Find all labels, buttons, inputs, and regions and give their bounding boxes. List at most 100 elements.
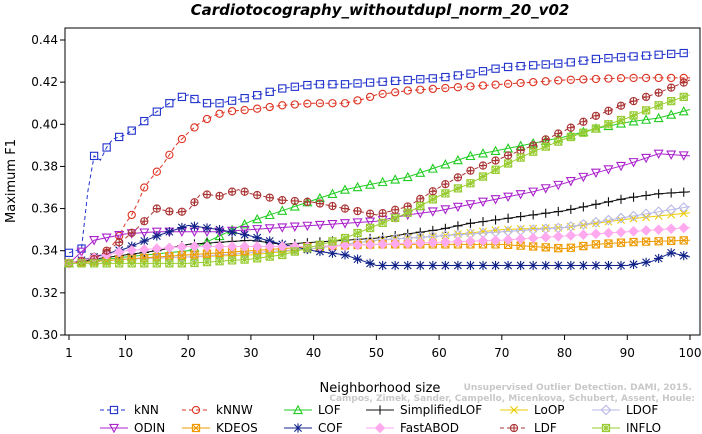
data-point xyxy=(264,209,275,220)
data-point xyxy=(529,242,538,251)
data-point xyxy=(678,105,689,116)
data-point xyxy=(490,215,501,225)
data-point xyxy=(240,187,249,196)
data-point xyxy=(176,241,188,253)
data-point xyxy=(278,84,287,93)
data-point xyxy=(667,83,676,92)
x-tick-label: 20 xyxy=(181,346,196,360)
data-point xyxy=(440,260,450,271)
data-point xyxy=(616,238,626,247)
legend-marker xyxy=(601,423,611,433)
legend: kNN kNNW LOF SimplifiedLOF LoOP LDOF ODIN KDEOS… xyxy=(100,403,661,434)
data-point xyxy=(365,179,376,189)
data-point xyxy=(214,225,225,235)
data-point xyxy=(667,73,676,83)
data-point xyxy=(190,250,199,259)
data-point xyxy=(428,187,437,196)
data-point xyxy=(641,73,651,83)
data-point xyxy=(615,161,627,172)
data-point xyxy=(653,112,664,123)
data-point xyxy=(215,109,224,118)
data-point xyxy=(528,210,538,220)
data-point xyxy=(302,221,313,232)
data-point xyxy=(603,197,614,207)
data-point xyxy=(391,213,400,222)
data-point xyxy=(278,101,287,110)
data-point xyxy=(378,218,387,228)
data-point xyxy=(126,244,138,256)
data-point xyxy=(541,260,551,271)
data-point xyxy=(152,107,161,116)
data-point xyxy=(529,61,538,70)
data-point xyxy=(465,260,476,271)
data-point xyxy=(603,227,614,239)
y-tick-label: 0.38 xyxy=(31,159,58,173)
data-point xyxy=(629,111,638,120)
legend-marker xyxy=(510,406,518,414)
legend-label: ODIN xyxy=(134,421,165,434)
data-point xyxy=(239,241,250,252)
data-point xyxy=(303,197,312,206)
data-point xyxy=(628,158,639,168)
data-point xyxy=(552,231,564,242)
data-point xyxy=(591,240,601,249)
data-point xyxy=(365,78,375,87)
data-point xyxy=(252,233,262,243)
series-line xyxy=(68,52,691,254)
legend-item-ldof: LDOF xyxy=(592,403,658,417)
data-point xyxy=(339,184,351,194)
data-point xyxy=(491,165,500,174)
data-point xyxy=(115,259,124,268)
legend-label: kNNW xyxy=(216,403,253,417)
data-point xyxy=(679,236,688,245)
data-point xyxy=(340,80,350,89)
x-axis: 1 10 20 30 40 50 60 70 80 90 100 xyxy=(65,335,701,360)
data-point xyxy=(477,235,489,247)
data-point xyxy=(566,58,575,67)
data-point xyxy=(427,207,438,217)
data-point xyxy=(339,240,351,251)
data-point xyxy=(327,248,338,258)
data-point xyxy=(490,260,501,271)
data-point xyxy=(678,202,690,213)
y-axis-label: Maximum F1 xyxy=(4,139,19,223)
legend-marker xyxy=(374,422,386,434)
data-point xyxy=(679,251,689,261)
legend-label: LOF xyxy=(318,403,341,417)
data-point xyxy=(490,145,501,155)
legend-marker xyxy=(109,405,119,415)
data-point xyxy=(527,232,539,244)
data-point xyxy=(665,204,677,216)
data-point xyxy=(102,259,111,268)
data-point xyxy=(604,74,613,83)
legend-item-knn: kNN xyxy=(100,403,159,417)
data-point xyxy=(227,227,237,237)
data-point xyxy=(415,167,426,177)
data-point xyxy=(654,253,664,264)
data-point xyxy=(428,195,437,204)
legend-marker xyxy=(191,405,201,415)
legend-item-lof: LOF xyxy=(284,403,341,417)
data-point xyxy=(416,194,425,204)
data-point xyxy=(579,117,588,126)
legend-item-simplifiedlof: SimplifiedLOF xyxy=(366,403,482,417)
data-point xyxy=(328,201,337,211)
data-point xyxy=(202,190,212,199)
data-point xyxy=(378,89,387,99)
legend-label: LoOP xyxy=(534,403,565,417)
data-point xyxy=(616,53,626,62)
data-point xyxy=(540,184,551,194)
data-point xyxy=(64,259,74,268)
data-point xyxy=(352,218,363,228)
y-tick-label: 0.32 xyxy=(31,286,58,300)
data-point xyxy=(452,154,463,165)
data-point xyxy=(365,223,375,233)
x-tick-label: 40 xyxy=(306,346,321,360)
data-point xyxy=(615,226,627,238)
data-point xyxy=(477,148,489,158)
data-point xyxy=(377,238,388,250)
data-point xyxy=(642,213,651,222)
data-point xyxy=(541,77,550,86)
data-point xyxy=(502,234,514,246)
data-point xyxy=(177,92,187,102)
